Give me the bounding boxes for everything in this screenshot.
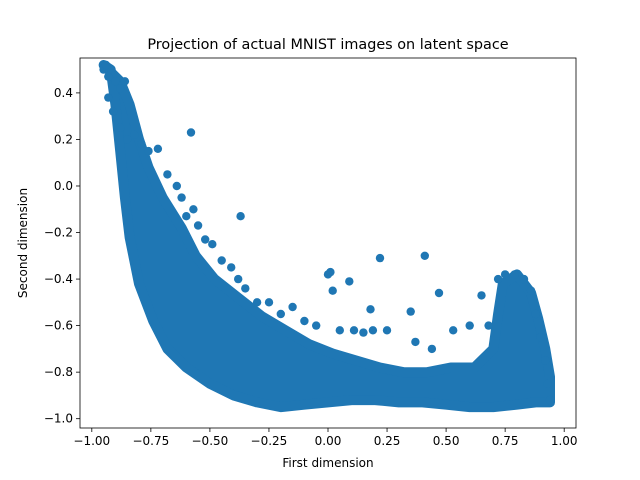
data-point [288, 302, 297, 312]
data-point [493, 274, 503, 284]
data-point [252, 298, 262, 307]
x-tick-label: 1.00 [551, 434, 578, 448]
data-point [519, 274, 529, 284]
data-point [193, 221, 203, 230]
x-tick-label: −0.75 [132, 434, 169, 448]
x-tick-label: 0.25 [374, 434, 401, 448]
data-point [177, 193, 186, 202]
data-point [536, 333, 545, 342]
data-point [526, 286, 536, 295]
data-point [368, 326, 378, 335]
data-point [477, 291, 486, 300]
data-point [335, 326, 344, 335]
x-tick-label: −0.25 [251, 434, 288, 448]
data-point [120, 77, 130, 86]
data-point [189, 205, 198, 214]
data-point [366, 305, 375, 314]
data-point [186, 128, 196, 137]
y-tick-label: −0.8 [44, 365, 73, 379]
data-point [449, 326, 458, 335]
data-point [406, 307, 415, 316]
chart-title: Projection of actual MNIST images on lat… [147, 37, 508, 53]
y-tick-label: 0.2 [54, 132, 73, 146]
y-tick-label: −1.0 [44, 412, 73, 426]
data-point [359, 328, 368, 337]
data-point [411, 337, 420, 347]
data-point [108, 107, 118, 116]
data-point [420, 251, 429, 260]
data-point [201, 235, 210, 244]
data-point [104, 72, 113, 81]
data-point [144, 146, 153, 156]
data-point [130, 130, 139, 139]
data-point [531, 309, 540, 319]
data-point [349, 326, 359, 335]
x-axis-label: First dimension [282, 456, 373, 470]
data-point [541, 356, 550, 365]
data-point [217, 256, 226, 265]
y-tick-label: −0.2 [44, 226, 73, 240]
data-point [276, 309, 285, 319]
data-point [227, 263, 236, 272]
data-point [326, 267, 335, 277]
data-point [101, 60, 111, 70]
data-point [434, 288, 444, 298]
data-point [484, 321, 493, 330]
data-point [153, 144, 163, 153]
data-point [236, 212, 245, 221]
x-tick-label: 0.00 [315, 434, 342, 448]
y-tick-label: −0.6 [44, 319, 73, 333]
data-point [241, 284, 250, 293]
data-points [99, 60, 555, 405]
data-point [543, 379, 552, 388]
data-point [172, 181, 181, 191]
y-tick-label: 0.0 [54, 179, 73, 193]
x-tick-label: 0.50 [433, 434, 460, 448]
x-axis: −1.00 −0.75 −0.50 −0.25 0.00 0.25 0.50 0.75 1.00 [73, 428, 578, 448]
data-point [116, 123, 125, 132]
y-tick-label: −0.4 [44, 272, 73, 286]
y-axis-label: Second dimension [16, 188, 30, 298]
data-point [182, 212, 191, 221]
x-tick-label: −1.00 [73, 434, 110, 448]
data-point [427, 344, 437, 354]
data-point [465, 321, 474, 330]
x-tick-label: −0.50 [192, 434, 229, 448]
y-axis: −1.0 −0.8 −0.6 −0.4 −0.2 0.0 0.2 0.4 [44, 86, 80, 426]
data-point [137, 139, 146, 149]
data-point [116, 84, 125, 93]
data-point [104, 93, 113, 102]
data-point [328, 286, 337, 295]
data-point [545, 395, 555, 405]
data-point [382, 326, 392, 335]
data-point [375, 253, 385, 263]
data-point [234, 274, 243, 284]
data-point [264, 298, 274, 307]
data-point [111, 77, 120, 86]
data-point [345, 277, 354, 286]
data-point [123, 135, 132, 144]
data-point [300, 316, 309, 326]
x-tick-label: 0.75 [492, 434, 519, 448]
data-point [510, 270, 519, 279]
y-tick-label: 0.4 [54, 86, 73, 100]
data-point [312, 321, 321, 330]
data-point [163, 170, 172, 179]
data-point [500, 270, 510, 279]
data-point [208, 240, 217, 249]
